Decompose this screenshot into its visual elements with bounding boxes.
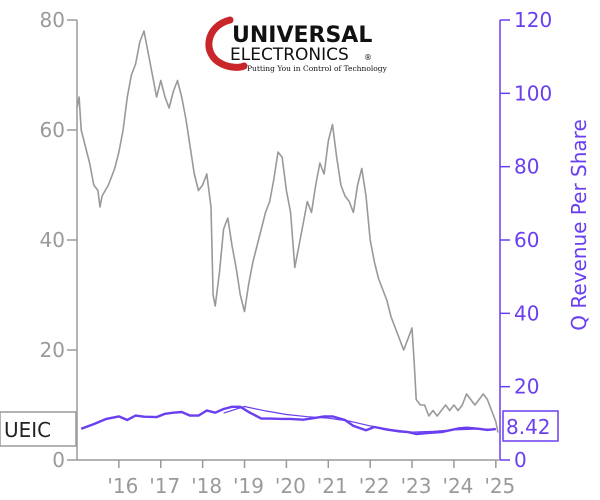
left-tick-label: 80 bbox=[40, 8, 65, 32]
left-tick-label: 60 bbox=[40, 118, 65, 142]
x-tick-label: '17 bbox=[149, 474, 180, 498]
x-tick-label: '20 bbox=[275, 474, 306, 498]
right-tick-label: 120 bbox=[514, 8, 552, 32]
logo-swoosh-icon bbox=[205, 16, 248, 71]
right-axis-ticks: 0 20 40 60 80 100 120 bbox=[500, 8, 552, 472]
right-tick-label: 80 bbox=[514, 155, 539, 179]
right-tick-label: 60 bbox=[514, 228, 539, 252]
x-tick-label: '23 bbox=[401, 474, 432, 498]
series-line-q-revenue-per-share bbox=[80, 405, 496, 436]
right-tick-label: 20 bbox=[514, 375, 539, 399]
x-axis-ticks: '16 '17 '18 '19 '20 '21 '22 '23 '24 '25 bbox=[107, 460, 515, 498]
last-value-badge-box bbox=[502, 410, 559, 442]
last-value-label: 8.42 bbox=[506, 415, 551, 439]
x-tick-label: '19 bbox=[233, 474, 264, 498]
left-tick-label: 20 bbox=[40, 338, 65, 362]
x-tick-label: '24 bbox=[442, 474, 473, 498]
x-tick-label: '18 bbox=[191, 474, 222, 498]
right-tick-label: 0 bbox=[514, 448, 527, 472]
last-value-badge: 8.42 bbox=[502, 410, 559, 442]
logo-line2: ELECTRONICS bbox=[230, 45, 349, 65]
ticker-badge: UEIC bbox=[0, 411, 77, 447]
left-tick-label: 0 bbox=[52, 448, 65, 472]
ticker-label: UEIC bbox=[4, 418, 51, 442]
logo-registered-mark: ® bbox=[364, 53, 372, 62]
right-tick-label: 100 bbox=[514, 81, 552, 105]
series-layer bbox=[76, 30, 499, 436]
logo-line1: UNIVERSAL bbox=[232, 23, 372, 48]
left-axis-ticks: 0 20 40 60 80 bbox=[40, 8, 77, 472]
right-axis-label: Q Revenue Per Share bbox=[567, 119, 591, 331]
company-logo: UNIVERSAL ELECTRONICS ® Putting You in C… bbox=[205, 16, 388, 73]
x-tick-label: '21 bbox=[317, 474, 348, 498]
x-tick-label: '25 bbox=[484, 474, 515, 498]
left-tick-label: 40 bbox=[40, 228, 65, 252]
ticker-badge-box bbox=[0, 411, 77, 447]
logo-tagline: Putting You in Control of Technology bbox=[247, 64, 388, 73]
x-tick-label: '16 bbox=[107, 474, 138, 498]
right-tick-label: 40 bbox=[514, 301, 539, 325]
series-line-price bbox=[76, 30, 499, 433]
x-tick-label: '22 bbox=[359, 474, 390, 498]
series-line-q-revenue-per-share-trend bbox=[223, 405, 496, 433]
